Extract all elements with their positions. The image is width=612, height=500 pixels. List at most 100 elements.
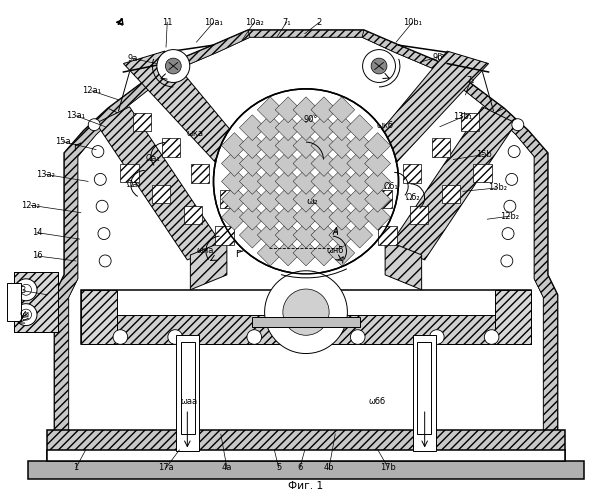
Polygon shape bbox=[108, 30, 250, 114]
Polygon shape bbox=[275, 132, 301, 158]
Circle shape bbox=[506, 174, 518, 186]
Polygon shape bbox=[275, 150, 301, 176]
Bar bbox=[47, 430, 565, 463]
Polygon shape bbox=[257, 132, 283, 158]
Polygon shape bbox=[311, 97, 337, 122]
Polygon shape bbox=[311, 186, 337, 212]
Text: ω₃: ω₃ bbox=[20, 309, 30, 318]
Text: 9a: 9a bbox=[127, 54, 138, 63]
Text: 10a₁: 10a₁ bbox=[204, 18, 223, 27]
Polygon shape bbox=[347, 150, 373, 176]
Polygon shape bbox=[311, 150, 337, 176]
Text: Ωа₂: Ωа₂ bbox=[127, 180, 142, 189]
Polygon shape bbox=[222, 150, 247, 176]
Polygon shape bbox=[293, 204, 319, 230]
Text: A: A bbox=[332, 226, 338, 235]
Polygon shape bbox=[215, 226, 234, 244]
Circle shape bbox=[264, 271, 348, 353]
Circle shape bbox=[351, 330, 365, 344]
Text: 16: 16 bbox=[32, 252, 42, 260]
Text: 7₂: 7₂ bbox=[466, 76, 474, 86]
Polygon shape bbox=[96, 107, 222, 260]
Text: 17a: 17a bbox=[159, 464, 174, 472]
Polygon shape bbox=[293, 132, 319, 158]
Polygon shape bbox=[365, 150, 390, 176]
Polygon shape bbox=[329, 240, 355, 266]
Circle shape bbox=[362, 50, 395, 82]
Text: ωкб: ωкб bbox=[376, 121, 394, 130]
Polygon shape bbox=[293, 240, 319, 266]
Text: 1: 1 bbox=[73, 464, 78, 472]
Circle shape bbox=[98, 228, 110, 239]
Polygon shape bbox=[403, 164, 421, 182]
Text: 7₁: 7₁ bbox=[282, 18, 291, 27]
Polygon shape bbox=[54, 30, 558, 452]
Polygon shape bbox=[347, 204, 373, 230]
Circle shape bbox=[21, 309, 32, 320]
Circle shape bbox=[99, 255, 111, 267]
Text: 10b₁: 10b₁ bbox=[403, 18, 422, 27]
Circle shape bbox=[165, 58, 181, 74]
Polygon shape bbox=[390, 107, 516, 260]
Circle shape bbox=[502, 228, 514, 239]
Polygon shape bbox=[257, 240, 283, 266]
Text: 13b₁: 13b₁ bbox=[453, 112, 472, 121]
Polygon shape bbox=[365, 186, 390, 212]
Polygon shape bbox=[362, 30, 504, 114]
Text: Ωб₂: Ωб₂ bbox=[405, 194, 420, 202]
Text: 12a₁: 12a₁ bbox=[82, 86, 101, 96]
Polygon shape bbox=[293, 168, 319, 194]
Bar bbox=[14, 272, 58, 332]
Bar bbox=[47, 450, 565, 462]
Text: 3: 3 bbox=[20, 286, 26, 296]
Circle shape bbox=[430, 330, 444, 344]
Text: ωаа: ωаа bbox=[181, 397, 198, 406]
Polygon shape bbox=[378, 226, 397, 244]
Polygon shape bbox=[329, 97, 355, 122]
Text: ωнб: ωнб bbox=[327, 246, 344, 256]
Polygon shape bbox=[329, 186, 355, 212]
Polygon shape bbox=[442, 184, 460, 203]
Text: Γ: Γ bbox=[235, 250, 241, 260]
Circle shape bbox=[484, 330, 499, 344]
Polygon shape bbox=[275, 115, 301, 140]
Text: Фиг. 1: Фиг. 1 bbox=[288, 481, 324, 491]
Text: 17b: 17b bbox=[380, 464, 396, 472]
Text: Γ: Γ bbox=[73, 144, 78, 152]
Polygon shape bbox=[133, 112, 151, 131]
Polygon shape bbox=[275, 204, 301, 230]
Polygon shape bbox=[432, 138, 450, 156]
Text: ωна: ωна bbox=[197, 246, 214, 256]
Polygon shape bbox=[347, 186, 373, 212]
Polygon shape bbox=[311, 240, 337, 266]
Circle shape bbox=[508, 146, 520, 158]
Bar bbox=[28, 462, 584, 478]
Circle shape bbox=[88, 118, 100, 130]
Polygon shape bbox=[360, 51, 488, 178]
Polygon shape bbox=[220, 190, 239, 208]
Polygon shape bbox=[54, 108, 119, 452]
Circle shape bbox=[92, 146, 104, 158]
Polygon shape bbox=[410, 206, 428, 224]
Text: A: A bbox=[117, 18, 124, 27]
Polygon shape bbox=[373, 190, 392, 208]
Polygon shape bbox=[239, 222, 265, 248]
Polygon shape bbox=[365, 132, 390, 158]
Polygon shape bbox=[293, 97, 319, 122]
Polygon shape bbox=[239, 204, 265, 230]
Polygon shape bbox=[473, 164, 491, 182]
Polygon shape bbox=[81, 314, 531, 344]
Text: ω₂: ω₂ bbox=[306, 197, 318, 206]
Circle shape bbox=[168, 330, 182, 344]
Polygon shape bbox=[293, 186, 319, 212]
Polygon shape bbox=[69, 37, 543, 452]
Text: 13a₂: 13a₂ bbox=[36, 170, 55, 179]
Polygon shape bbox=[222, 132, 247, 158]
Polygon shape bbox=[311, 168, 337, 194]
Text: 10a₂: 10a₂ bbox=[245, 18, 264, 27]
Text: 15a: 15a bbox=[54, 137, 70, 146]
Polygon shape bbox=[311, 222, 337, 248]
Polygon shape bbox=[257, 150, 283, 176]
Polygon shape bbox=[347, 222, 373, 248]
Polygon shape bbox=[257, 204, 283, 230]
